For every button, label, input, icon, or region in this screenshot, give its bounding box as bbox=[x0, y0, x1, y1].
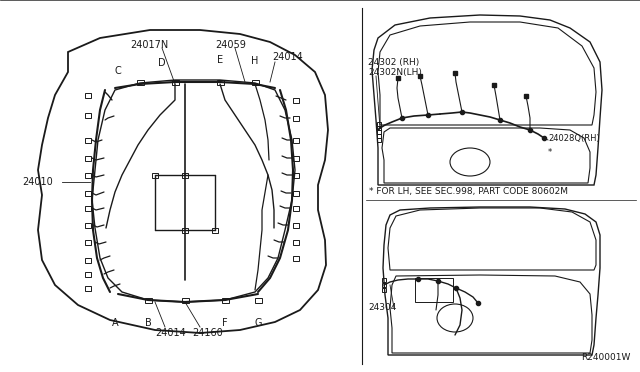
Text: E: E bbox=[217, 55, 223, 65]
Bar bbox=[85, 240, 91, 244]
Bar bbox=[293, 138, 299, 142]
Bar bbox=[293, 97, 299, 103]
Bar bbox=[85, 112, 91, 118]
Bar bbox=[212, 228, 218, 232]
Bar bbox=[136, 80, 143, 84]
Bar bbox=[293, 155, 299, 160]
Bar bbox=[293, 256, 299, 260]
Text: G: G bbox=[254, 318, 262, 328]
Bar bbox=[85, 190, 91, 196]
Text: F: F bbox=[222, 318, 228, 328]
Text: 24014: 24014 bbox=[155, 328, 186, 338]
Bar bbox=[85, 272, 91, 276]
Text: D: D bbox=[158, 58, 166, 68]
Bar bbox=[85, 222, 91, 228]
Bar bbox=[85, 285, 91, 291]
Bar bbox=[182, 298, 189, 302]
Bar bbox=[255, 298, 262, 302]
Bar bbox=[85, 138, 91, 142]
Text: *: * bbox=[548, 148, 552, 157]
Bar bbox=[182, 173, 188, 177]
Text: 24017N: 24017N bbox=[130, 40, 168, 50]
Bar bbox=[85, 257, 91, 263]
Bar bbox=[293, 190, 299, 196]
Bar bbox=[152, 173, 158, 177]
Bar bbox=[85, 205, 91, 211]
Bar bbox=[293, 240, 299, 244]
Text: A: A bbox=[112, 318, 118, 328]
Bar bbox=[293, 173, 299, 177]
Text: H: H bbox=[252, 56, 259, 66]
Bar bbox=[182, 228, 188, 232]
Text: 24302N(LH): 24302N(LH) bbox=[368, 68, 422, 77]
Bar bbox=[293, 222, 299, 228]
Bar bbox=[85, 155, 91, 160]
Text: C: C bbox=[115, 66, 122, 76]
Bar bbox=[145, 298, 152, 302]
Bar bbox=[85, 93, 91, 97]
Bar bbox=[85, 173, 91, 177]
Text: 24059: 24059 bbox=[215, 40, 246, 50]
Text: 24302 (RH): 24302 (RH) bbox=[368, 58, 419, 67]
Bar bbox=[293, 115, 299, 121]
Bar bbox=[293, 205, 299, 211]
Text: 24010: 24010 bbox=[22, 177, 52, 187]
Text: 24028Q(RH): 24028Q(RH) bbox=[548, 134, 600, 142]
Bar bbox=[252, 80, 259, 84]
Text: * FOR LH, SEE SEC.998, PART CODE 80602M: * FOR LH, SEE SEC.998, PART CODE 80602M bbox=[369, 187, 568, 196]
Text: 24014: 24014 bbox=[272, 52, 303, 62]
Bar bbox=[172, 80, 179, 84]
Bar bbox=[216, 80, 223, 84]
Text: 24304: 24304 bbox=[368, 304, 396, 312]
Text: B: B bbox=[145, 318, 152, 328]
Text: R240001W: R240001W bbox=[580, 353, 630, 362]
Bar bbox=[415, 278, 453, 302]
Text: 24160: 24160 bbox=[192, 328, 223, 338]
Bar bbox=[221, 298, 228, 302]
